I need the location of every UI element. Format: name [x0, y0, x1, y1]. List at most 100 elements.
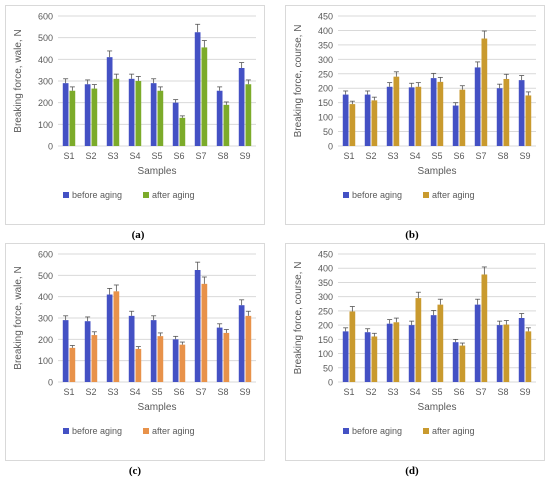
- bar-a-before-aging-S2: [84, 84, 91, 146]
- legend-label: before aging: [352, 426, 402, 436]
- bar-b-before-aging-S3: [386, 86, 393, 146]
- chart-panel-c: 0 100 200 300 400 500 600 S1 S2 S3 S4 S5 S6 S7 S8 S9 Sam…: [5, 243, 265, 461]
- bar-b-after-aging-S2: [371, 100, 378, 146]
- x-tick-label: S4: [409, 151, 420, 161]
- x-tick-label: S9: [239, 151, 250, 161]
- x-axis-label: Samples: [418, 402, 457, 413]
- y-tick-label: 400: [38, 55, 53, 65]
- legend-label: before aging: [72, 190, 122, 200]
- y-tick-label: 250: [318, 69, 333, 79]
- y-tick-label: 600: [38, 12, 53, 22]
- y-tick-label: 100: [38, 356, 53, 366]
- x-tick-label: S7: [475, 151, 486, 161]
- bar-b-before-aging-S9: [518, 80, 525, 146]
- x-tick-label: S2: [85, 387, 96, 397]
- bar-c-before-aging-S5: [150, 320, 157, 382]
- bar-c-after-aging-S1: [69, 347, 76, 382]
- legend-swatch: [63, 428, 69, 434]
- bar-a-after-aging-S2: [91, 88, 98, 146]
- bar-a-before-aging-S3: [106, 57, 113, 146]
- bar-c-after-aging-S9: [245, 315, 252, 382]
- y-tick-label: 150: [318, 98, 333, 108]
- bar-c-after-aging-S5: [157, 336, 164, 382]
- x-tick-label: S1: [343, 387, 354, 397]
- x-axis-label: Samples: [418, 166, 457, 177]
- panel-label-a: (a): [131, 229, 145, 241]
- y-tick-label: 100: [318, 113, 333, 123]
- y-tick-label: 200: [318, 321, 333, 331]
- chart-b-svg: 0 50 100 150 200 250 300 350 400 450 S1 S2 S3 S4 S5 S6 S…: [293, 12, 536, 200]
- panel-label-b: (b): [405, 229, 419, 241]
- x-tick-label: S6: [173, 387, 184, 397]
- bar-b-before-aging-S2: [364, 94, 371, 146]
- y-tick-label: 0: [328, 378, 333, 388]
- y-tick-label: 400: [318, 26, 333, 36]
- legend-swatch: [63, 192, 69, 198]
- bar-c-before-aging-S2: [84, 321, 91, 382]
- x-tick-label: S5: [151, 151, 162, 161]
- y-axis-label: Breaking force, wale, N: [13, 266, 24, 369]
- y-tick-label: 100: [38, 120, 53, 130]
- x-tick-label: S1: [63, 151, 74, 161]
- bar-a-before-aging-S9: [238, 68, 245, 146]
- bar-d-after-aging-S3: [393, 322, 400, 382]
- bar-d-after-aging-S6: [459, 345, 466, 382]
- bar-c-after-aging-S3: [113, 291, 120, 382]
- chart-panel-d: 0 50 100 150 200 250 300 350 400 450 S1 S2 S3 S4 S5 S6 S…: [285, 243, 545, 461]
- y-tick-label: 200: [38, 335, 53, 345]
- legend-swatch: [343, 428, 349, 434]
- y-tick-label: 0: [328, 142, 333, 152]
- bar-a-after-aging-S3: [113, 78, 120, 146]
- bar-c-before-aging-S8: [216, 327, 223, 382]
- bar-d-after-aging-S9: [525, 331, 532, 382]
- x-tick-label: S6: [173, 151, 184, 161]
- bar-b-after-aging-S7: [481, 38, 488, 146]
- bar-d-before-aging-S6: [452, 342, 459, 382]
- x-tick-label: S3: [107, 151, 118, 161]
- bar-c-before-aging-S9: [238, 305, 245, 382]
- legend-label: before aging: [352, 190, 402, 200]
- bar-d-before-aging-S3: [386, 323, 393, 382]
- x-tick-label: S5: [431, 151, 442, 161]
- bar-b-before-aging-S5: [430, 78, 437, 146]
- chart-c-svg: 0 100 200 300 400 500 600 S1 S2 S3 S4 S5 S6 S7 S8 S9 Sam…: [13, 250, 256, 436]
- bar-a-after-aging-S6: [179, 117, 186, 146]
- bar-d-before-aging-S7: [474, 304, 481, 382]
- bar-b-before-aging-S4: [408, 87, 415, 146]
- y-tick-label: 400: [318, 264, 333, 274]
- chart-panel-b: 0 50 100 150 200 250 300 350 400 450 S1 S2 S3 S4 S5 S6 S…: [285, 5, 545, 225]
- chart-panel-a: 0 100 200 300 400 500 600 S1 S2 S3 S4 S5 S6 S7 S8 S9 Sam…: [5, 5, 265, 225]
- x-tick-label: S6: [453, 151, 464, 161]
- x-tick-label: S9: [519, 387, 530, 397]
- x-tick-label: S8: [497, 151, 508, 161]
- bar-c-after-aging-S7: [201, 283, 208, 382]
- bar-a-after-aging-S4: [135, 81, 142, 146]
- bar-d-before-aging-S2: [364, 332, 371, 382]
- legend-label: before aging: [72, 426, 122, 436]
- y-tick-label: 50: [323, 127, 333, 137]
- bar-a-after-aging-S1: [69, 90, 76, 146]
- x-axis-label: Samples: [138, 166, 177, 177]
- bar-d-before-aging-S5: [430, 315, 437, 382]
- bar-a-after-aging-S5: [157, 90, 164, 146]
- legend-swatch: [343, 192, 349, 198]
- x-tick-label: S4: [129, 387, 140, 397]
- bar-c-after-aging-S4: [135, 348, 142, 382]
- bar-c-before-aging-S7: [194, 270, 201, 382]
- bar-d-before-aging-S8: [496, 325, 503, 382]
- y-tick-label: 300: [318, 292, 333, 302]
- bar-a-after-aging-S9: [245, 84, 252, 146]
- legend-label: after aging: [432, 190, 475, 200]
- x-tick-label: S2: [365, 151, 376, 161]
- y-tick-label: 350: [318, 40, 333, 50]
- x-tick-label: S1: [63, 387, 74, 397]
- bar-d-after-aging-S8: [503, 324, 510, 382]
- legend-label: after aging: [432, 426, 475, 436]
- chart-d-svg: 0 50 100 150 200 250 300 350 400 450 S1 S2 S3 S4 S5 S6 S…: [293, 250, 536, 436]
- y-tick-label: 500: [38, 271, 53, 281]
- y-axis-label: Breaking force, wale, N: [13, 29, 24, 132]
- bar-c-before-aging-S3: [106, 294, 113, 382]
- x-tick-label: S7: [195, 387, 206, 397]
- y-tick-label: 250: [318, 306, 333, 316]
- bar-d-after-aging-S7: [481, 274, 488, 382]
